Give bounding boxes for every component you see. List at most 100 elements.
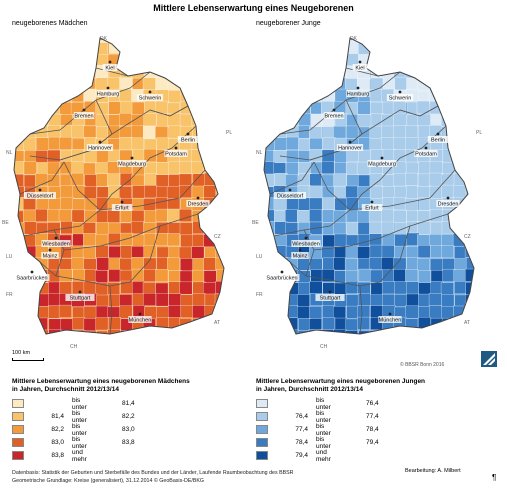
district-cell: [453, 269, 467, 283]
city-label: Bremen: [74, 114, 93, 120]
district-cell: [228, 271, 241, 284]
district-cell: [203, 330, 217, 334]
district-cell: [191, 66, 204, 79]
district-cell: [334, 282, 348, 296]
district-cell: [466, 198, 474, 212]
district-cell: [228, 78, 241, 91]
district-cell: [82, 222, 96, 236]
capital-marker: [380, 156, 384, 160]
district-cell: [156, 137, 170, 151]
district-cell: [72, 185, 86, 199]
city-label: Wiesbaden: [42, 242, 70, 248]
district-cell: [322, 186, 335, 200]
district-cell: [298, 162, 311, 175]
district-cell: [429, 329, 443, 334]
capital-marker: [120, 200, 124, 204]
district-cell: [14, 316, 24, 330]
district-cell: [466, 101, 474, 115]
district-cell: [96, 197, 110, 210]
district-cell: [84, 42, 97, 55]
district-cell: [202, 137, 216, 151]
district-cell: [393, 330, 406, 334]
legend-to: 81,4: [122, 400, 135, 407]
district-cell: [418, 161, 432, 175]
district-cell: [286, 198, 300, 212]
district-cell: [179, 281, 193, 295]
district-cell: [240, 30, 250, 42]
district-cell: [204, 38, 218, 44]
district-cell: [108, 114, 122, 128]
district-cell: [381, 38, 395, 44]
district-cell: [298, 222, 312, 235]
district-cell: [394, 281, 407, 295]
district-cell: [490, 137, 500, 150]
district-cell: [241, 173, 250, 186]
district-cell: [215, 257, 224, 271]
district-cell: [406, 293, 420, 307]
legend-swatch: [256, 399, 268, 408]
district-cell: [405, 53, 419, 67]
district-cell: [203, 53, 216, 67]
district-cell: [23, 112, 37, 126]
district-cell: [479, 174, 492, 187]
district-cell: [465, 78, 474, 91]
district-cell: [382, 305, 396, 318]
district-cell: [491, 31, 500, 43]
district-cell: [143, 292, 157, 306]
district-cell: [71, 149, 84, 162]
city-label: Düsseldorf: [277, 194, 304, 200]
district-cell: [442, 101, 456, 115]
district-cell: [489, 198, 500, 211]
district-cell: [333, 173, 347, 187]
district-cell: [393, 269, 407, 282]
scale-label: 100 km: [12, 350, 31, 356]
district-cell: [274, 210, 288, 224]
district-cell: [131, 137, 144, 151]
district-cell: [264, 294, 274, 308]
district-cell: [83, 306, 97, 319]
district-cell: [381, 125, 395, 139]
state-border: [19, 161, 65, 195]
district-cell: [215, 174, 224, 188]
district-cell: [286, 136, 299, 150]
district-cell: [48, 318, 62, 332]
district-cell: [417, 53, 431, 67]
district-cell: [333, 100, 347, 114]
district-cell: [490, 282, 500, 295]
state-border: [359, 285, 363, 334]
district-cell: [240, 198, 250, 211]
district-cell: [83, 281, 97, 295]
district-cell: [83, 38, 97, 44]
copyright-label: © BBSR Bonn 2016: [400, 362, 445, 368]
map-girls: Kiel Hamburg Schwerin Bremen Berlin Hannover P…: [2, 30, 250, 350]
district-cell: [216, 220, 224, 234]
district-cell: [429, 305, 442, 319]
district-cell: [227, 90, 240, 103]
district-cell: [296, 77, 310, 91]
district-cell: [416, 100, 430, 114]
district-cell: [478, 270, 491, 283]
district-cell: [60, 53, 73, 67]
district-cell: [228, 31, 241, 43]
district-cell: [490, 150, 500, 163]
capital-marker: [398, 90, 402, 94]
district-cell: [71, 209, 85, 223]
district-cell: [131, 41, 144, 55]
district-cell: [369, 244, 383, 258]
district-cell: [490, 102, 500, 115]
district-cell: [227, 222, 240, 235]
district-cell: [23, 293, 37, 307]
city-label-bg: [336, 144, 364, 151]
district-cell: [214, 89, 224, 103]
district-cell: [156, 114, 170, 128]
district-cell: [429, 161, 443, 174]
district-cell: [478, 330, 491, 343]
district-cell: [132, 234, 146, 248]
capital-marker: [436, 132, 440, 136]
district-cell: [36, 41, 50, 55]
district-cell: [418, 270, 431, 284]
district-cell: [95, 270, 108, 283]
district-cell: [381, 281, 395, 295]
city-label-bg: [96, 90, 120, 97]
district-cell: [274, 281, 288, 295]
